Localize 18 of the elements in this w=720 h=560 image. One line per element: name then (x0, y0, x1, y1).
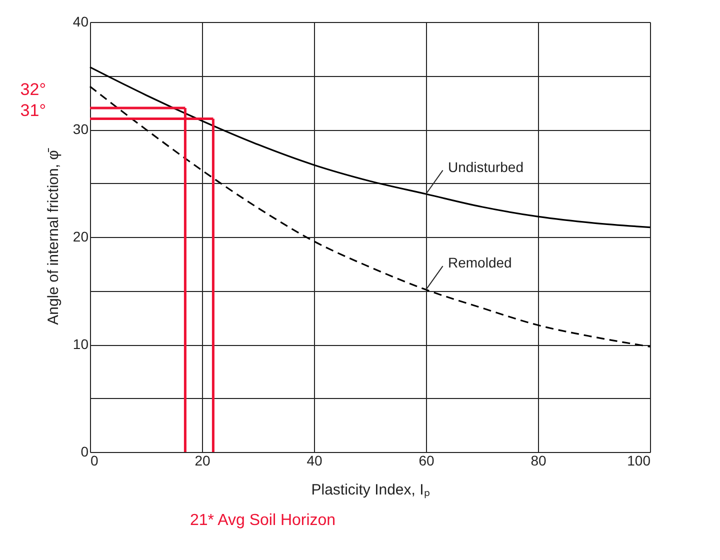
x-axis-title: Plasticity Index, Iₚ (311, 482, 430, 498)
x-tick-label: 20 (194, 452, 210, 468)
line-series (89, 86, 651, 348)
y-axis-title: Angle of internal friction, φ̄ (44, 148, 62, 325)
x-tick-label: 100 (627, 452, 651, 468)
series-label: Undisturbed (448, 159, 524, 175)
x-tick-label: 60 (418, 452, 434, 468)
line-series (89, 66, 651, 228)
series-label: Remolded (448, 254, 512, 271)
y-tick-label: 10 (72, 336, 89, 352)
ref-line-label: 32° (20, 80, 46, 99)
y-tick-label: 20 (72, 228, 89, 244)
x-tick-label: 40 (306, 452, 322, 468)
ref-line-label: 31° (20, 100, 46, 120)
y-tick-label: 30 (72, 121, 89, 137)
x-tick-label: 80 (530, 452, 546, 468)
text: 21* Avg Soil Horizon (190, 512, 336, 529)
y-tick-label: 40 (72, 14, 89, 30)
